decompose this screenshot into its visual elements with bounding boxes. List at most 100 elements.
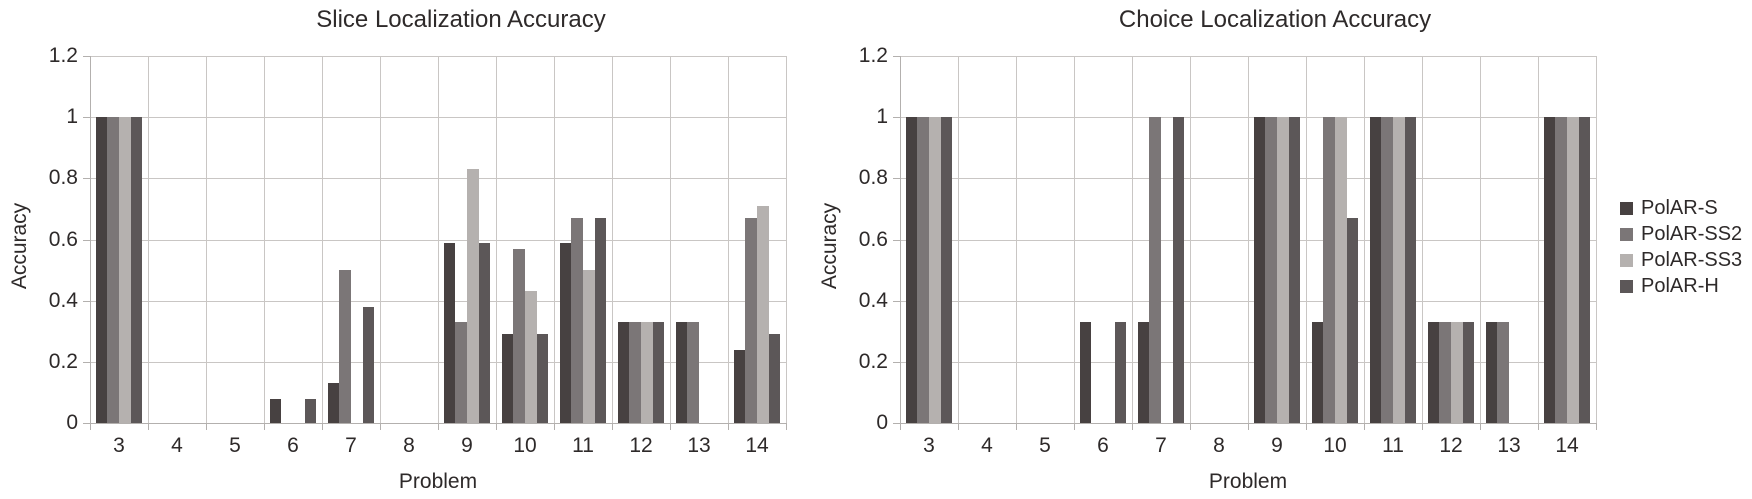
- bar-PolAR-S-problem-10: [1311, 322, 1324, 423]
- bar-PolAR-S-problem-10: [501, 334, 514, 423]
- legend-item-PolAR-H: PolAR-H: [1620, 275, 1742, 297]
- x-tick-label: 9: [461, 434, 473, 457]
- bar-PolAR-SS2-problem-12: [1439, 322, 1451, 423]
- y-tick-label: 0.2: [48, 350, 78, 373]
- gridline-vertical: [148, 56, 149, 423]
- bar-PolAR-SS3-problem-10: [525, 291, 537, 423]
- x-tick-label: 11: [1382, 434, 1404, 457]
- bar-PolAR-SS3-problem-3: [119, 117, 131, 423]
- bar-PolAR-S-problem-6: [269, 399, 282, 423]
- x-tick-label: 10: [1323, 434, 1347, 457]
- legend-item-PolAR-SS2: PolAR-SS2: [1620, 224, 1742, 244]
- bar-PolAR-S-problem-6: [1079, 322, 1092, 423]
- y-tick-label: 1.2: [48, 44, 78, 67]
- legend-item-PolAR-S: PolAR-S: [1620, 198, 1742, 218]
- x-axis-title-choice: Problem: [1208, 470, 1288, 493]
- y-tick-label: 0.4: [858, 289, 888, 312]
- bar-PolAR-S-problem-11: [559, 243, 572, 423]
- x-tick-label: 5: [229, 434, 241, 457]
- bar-PolAR-H-problem-10: [1346, 218, 1359, 423]
- y-tick-mark: [83, 423, 90, 424]
- bar-PolAR-SS2-problem-9: [455, 322, 467, 423]
- gridline-vertical: [380, 56, 381, 423]
- x-tick-label: 14: [745, 434, 769, 457]
- x-tick-mark: [90, 423, 91, 430]
- legend-label: PolAR-H: [1641, 275, 1719, 297]
- gridline-vertical: [264, 56, 265, 423]
- bar-PolAR-SS2-problem-13: [687, 322, 699, 423]
- bar-PolAR-SS2-problem-14: [1555, 117, 1567, 423]
- y-tick-label: 0.6: [858, 228, 888, 251]
- bar-PolAR-H-problem-6: [1114, 322, 1127, 423]
- x-tick-mark: [322, 423, 323, 430]
- bar-PolAR-S-problem-12: [1427, 322, 1440, 423]
- gridline-vertical: [554, 56, 555, 423]
- bar-PolAR-SS2-problem-10: [513, 249, 525, 423]
- x-tick-mark: [1132, 423, 1133, 430]
- y-tick-label: 0.2: [858, 350, 888, 373]
- y-tick-label: 0.8: [48, 166, 78, 189]
- gridline-vertical: [206, 56, 207, 423]
- gridline-vertical: [1422, 56, 1423, 423]
- y-axis-line: [900, 56, 901, 430]
- legend-swatch-icon: [1620, 227, 1633, 241]
- chart-title-choice: Choice Localization Accuracy: [1118, 6, 1432, 33]
- bar-PolAR-H-problem-3: [940, 117, 953, 423]
- bar-PolAR-S-problem-13: [675, 322, 688, 423]
- x-tick-label: 7: [345, 434, 357, 457]
- y-tick-mark: [83, 362, 90, 363]
- bar-PolAR-H-problem-3: [130, 117, 143, 423]
- x-tick-label: 3: [923, 434, 935, 457]
- x-tick-mark: [206, 423, 207, 430]
- bar-PolAR-SS2-problem-11: [571, 218, 583, 423]
- gridline-vertical: [1132, 56, 1133, 423]
- chart-title-slice: Slice Localization Accuracy: [316, 6, 606, 33]
- y-tick-mark: [893, 178, 900, 179]
- legend-swatch-icon: [1620, 279, 1633, 293]
- x-tick-mark: [438, 423, 439, 430]
- gridline-vertical: [1074, 56, 1075, 423]
- x-tick-label: 14: [1555, 434, 1579, 457]
- y-tick-mark: [893, 117, 900, 118]
- bar-PolAR-SS3-problem-14: [1567, 117, 1579, 423]
- legend: PolAR-S PolAR-SS2 PolAR-SS3 PolAR-H: [1620, 198, 1742, 303]
- bar-PolAR-SS2-problem-12: [629, 322, 641, 423]
- bar-PolAR-SS3-problem-9: [467, 169, 479, 423]
- bar-PolAR-SS2-problem-13: [1497, 322, 1509, 423]
- bar-PolAR-SS3-problem-14: [757, 206, 769, 423]
- bar-PolAR-H-problem-12: [652, 322, 665, 423]
- x-tick-label: 13: [687, 434, 711, 457]
- bar-PolAR-H-problem-14: [768, 334, 781, 423]
- gridline-vertical: [1480, 56, 1481, 423]
- y-tick-label: 0.8: [858, 166, 888, 189]
- x-tick-mark: [1016, 423, 1017, 430]
- bar-PolAR-H-problem-11: [1404, 117, 1417, 423]
- bar-PolAR-SS2-problem-7: [339, 270, 351, 423]
- bar-PolAR-SS2-problem-10: [1323, 117, 1335, 423]
- legend-swatch-icon: [1620, 253, 1633, 267]
- x-tick-label: 6: [287, 434, 299, 457]
- x-tick-label: 12: [1439, 434, 1463, 457]
- bar-PolAR-S-problem-3: [905, 117, 918, 423]
- bar-PolAR-H-problem-7: [362, 307, 375, 423]
- bar-PolAR-SS3-problem-10: [1335, 117, 1347, 423]
- x-tick-label: 9: [1271, 434, 1283, 457]
- x-tick-label: 3: [113, 434, 125, 457]
- x-tick-mark: [670, 423, 671, 430]
- x-tick-mark: [496, 423, 497, 430]
- gridline-vertical: [612, 56, 613, 423]
- x-tick-mark: [728, 423, 729, 430]
- bar-PolAR-H-problem-10: [536, 334, 549, 423]
- bar-PolAR-SS2-problem-3: [107, 117, 119, 423]
- bar-PolAR-SS2-problem-14: [745, 218, 757, 423]
- x-tick-mark: [1480, 423, 1481, 430]
- y-tick-mark: [893, 423, 900, 424]
- gridline-vertical: [728, 56, 729, 423]
- x-axis-title-slice: Problem: [398, 470, 478, 493]
- y-tick-label: 0.6: [48, 228, 78, 251]
- bar-PolAR-SS3-problem-11: [1393, 117, 1405, 423]
- gridline-vertical: [496, 56, 497, 423]
- x-tick-mark: [786, 423, 787, 430]
- gridline-vertical: [438, 56, 439, 423]
